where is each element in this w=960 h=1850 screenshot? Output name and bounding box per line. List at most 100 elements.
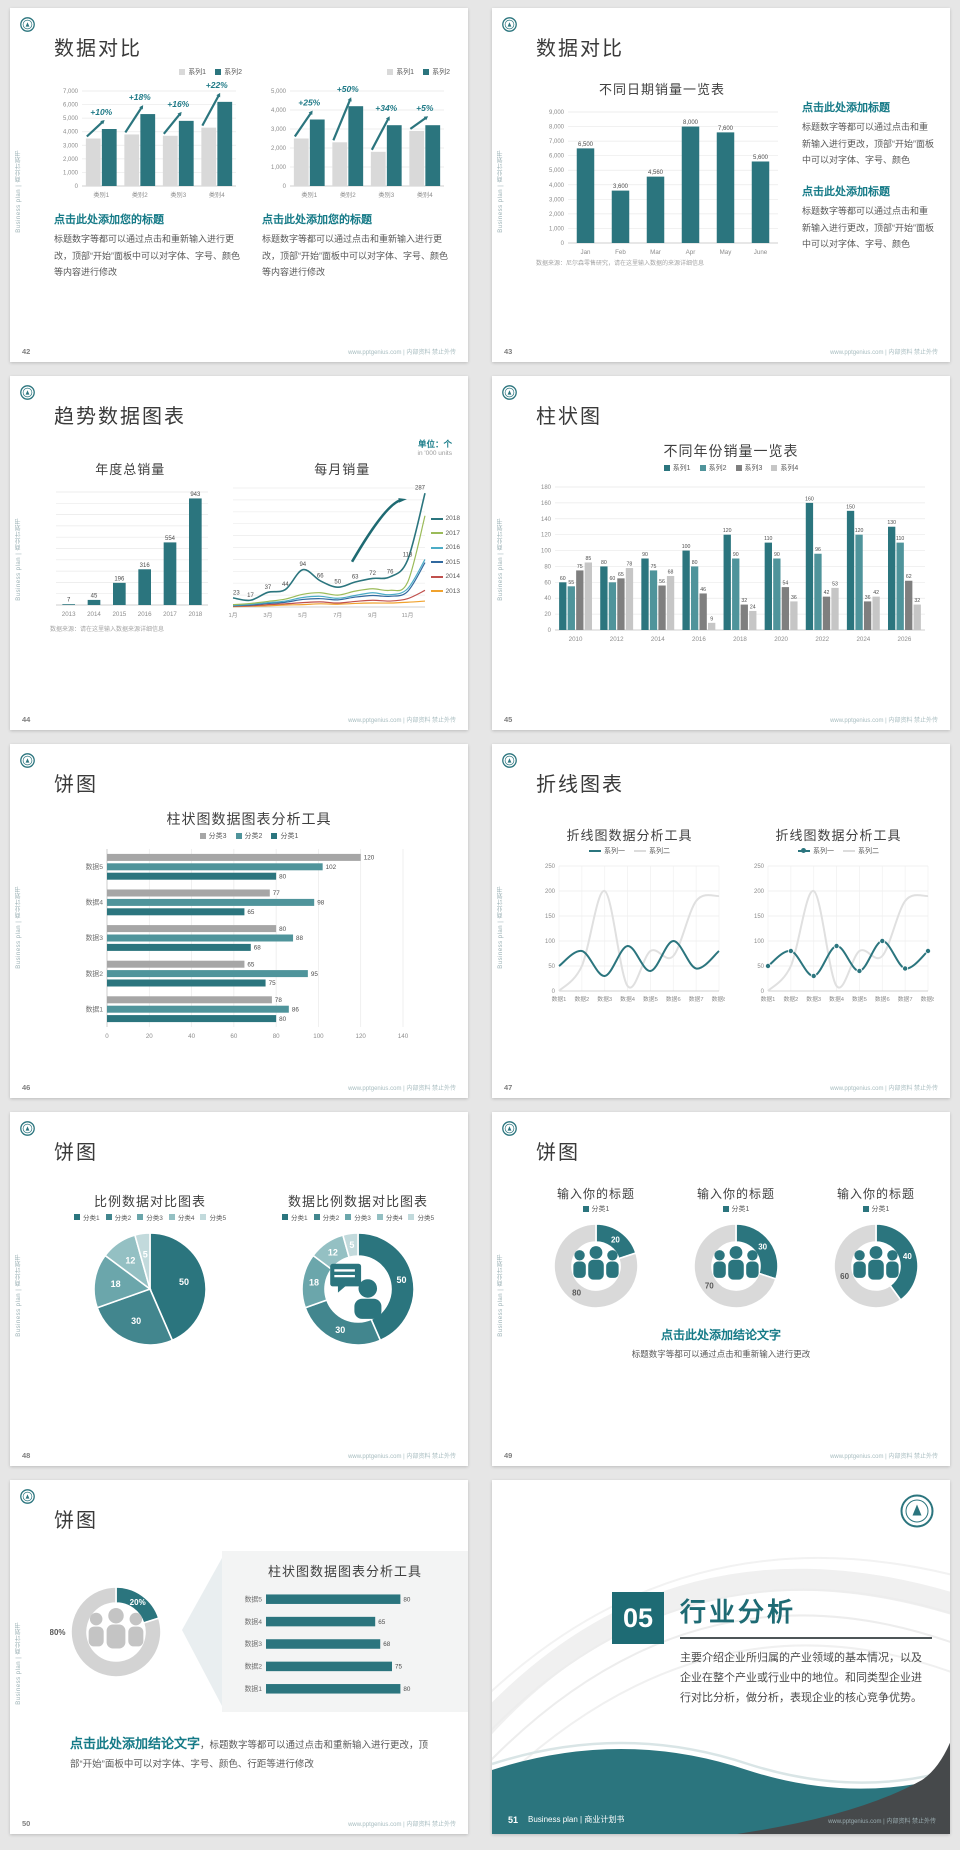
legend-item: 分类1 <box>271 831 298 841</box>
chart-panel: 柱状图数据图表分析工具 数据5 80 数据4 65 数据3 68 数据2 75 数据1 80 <box>222 1551 468 1712</box>
svg-text:数据8: 数据8 <box>920 995 933 1003</box>
slide-42[interactable]: Business plan | 商业计划书 数据对比 系列1 系列2 0 1,000… <box>10 8 468 362</box>
svg-text:1月: 1月 <box>228 612 237 619</box>
svg-text:80: 80 <box>544 564 551 570</box>
barh-chart: 0 20 40 60 80 100 120 140 数据5 120 102 80 数据4 77 98 65 数据… <box>44 843 454 1041</box>
svg-text:5月: 5月 <box>298 612 307 619</box>
sidebar-vertical-text: Business plan | 商业计划书 <box>16 517 22 601</box>
svg-text:2,000: 2,000 <box>63 157 79 163</box>
svg-text:75: 75 <box>269 980 277 987</box>
svg-text:7: 7 <box>67 598 71 604</box>
block-heading: 点击此处添加标题 <box>802 102 890 114</box>
slide-46[interactable]: Business plan | 商业计划书 饼图 柱状图数据图表分析工具 分类3… <box>10 744 468 1098</box>
slide-48[interactable]: Business plan | 商业计划书 饼图 比例数据对比图表 分类1 分类2… <box>10 1112 468 1466</box>
slide-logo-icon <box>20 17 35 32</box>
svg-text:40: 40 <box>903 1252 912 1261</box>
svg-text:数据5: 数据5 <box>86 862 104 871</box>
svg-text:数据4: 数据4 <box>620 995 636 1003</box>
svg-text:5: 5 <box>143 1250 148 1260</box>
slide-49[interactable]: Business plan | 商业计划书 饼图 输入你的标题 分类1 20 80… <box>492 1112 950 1466</box>
svg-text:100: 100 <box>753 939 764 945</box>
svg-text:+5%: +5% <box>416 103 434 113</box>
svg-text:18: 18 <box>309 1277 319 1287</box>
page-number: 51 <box>508 1814 519 1825</box>
sidebar-vertical-text: Business plan | 商业计划书 <box>16 149 22 233</box>
chart-title: 输入你的标题 <box>696 1187 775 1201</box>
svg-text:2022: 2022 <box>815 636 829 643</box>
svg-text:55: 55 <box>568 580 574 586</box>
svg-text:98: 98 <box>317 900 325 907</box>
slide-47[interactable]: Business plan | 商业计划书 折线图表 折线图数据分析工具 系列一… <box>492 744 950 1098</box>
svg-text:50: 50 <box>179 1277 189 1287</box>
svg-text:数据6: 数据6 <box>874 995 889 1003</box>
page-number: 47 <box>504 1083 513 1092</box>
svg-text:类别2: 类别2 <box>340 191 356 199</box>
svg-text:5,000: 5,000 <box>271 89 287 95</box>
page-number: 48 <box>22 1451 31 1460</box>
legend-item: 分类1 <box>582 1204 609 1214</box>
footer-url: www.pptgenius.com | 内部资料 禁止外传 <box>830 350 938 356</box>
svg-text:17: 17 <box>247 593 254 599</box>
footer-url: www.pptgenius.com | 内部资料 禁止外传 <box>348 1454 456 1460</box>
donut-chart: 20 80 <box>530 1216 662 1316</box>
footer-url: www.pptgenius.com | 内部资料 禁止外传 <box>348 718 456 724</box>
svg-text:1,000: 1,000 <box>63 170 79 176</box>
svg-text:77: 77 <box>273 890 281 897</box>
svg-text:250: 250 <box>544 864 555 870</box>
svg-text:102: 102 <box>326 864 337 871</box>
slide-45[interactable]: Business plan | 商业计划书 柱状图 不同年份销量一览表 系列1 系… <box>492 376 950 730</box>
svg-text:2017: 2017 <box>163 611 177 618</box>
legend-item: 系列1 <box>179 67 206 77</box>
svg-text:类别4: 类别4 <box>209 191 225 199</box>
svg-text:50: 50 <box>334 580 341 586</box>
svg-text:2010: 2010 <box>569 636 583 643</box>
page-title: 柱状图 <box>536 406 602 428</box>
svg-text:24: 24 <box>750 604 756 610</box>
svg-text:78: 78 <box>627 562 633 568</box>
slide-51[interactable]: 05 行业分析 主要介绍企业所归属的产业领域的基本情况，以及企业在整个产业或行业… <box>492 1480 950 1834</box>
line-chart: 0 50 100 150 200 250 数据1 数据2 数据3 数据4 数据5 数据6 数据7 数据8 <box>532 858 727 1004</box>
legend-item: 分类2 <box>105 1212 131 1222</box>
svg-text:2012: 2012 <box>610 636 624 643</box>
svg-text:72: 72 <box>369 571 376 577</box>
slide-50[interactable]: Business plan | 商业计划书 饼图 20% 80% 柱状图数据图表分… <box>10 1480 468 1834</box>
slide-logo-icon <box>502 385 517 400</box>
sidebar-vertical-text: Business plan | 商业计划书 <box>16 1253 22 1337</box>
svg-text:2015: 2015 <box>112 611 126 618</box>
svg-text:54: 54 <box>782 581 788 587</box>
legend-item: 系列1 <box>663 463 691 473</box>
svg-text:数据4: 数据4 <box>86 898 104 907</box>
slide-logo-icon <box>20 385 35 400</box>
block-body: 标题数字等都可以通过点击和重新输入进行更改，顶部“开始”面板中可以对字体、字号、… <box>54 234 240 278</box>
svg-text:20: 20 <box>146 1033 153 1040</box>
svg-text:2018: 2018 <box>733 636 747 643</box>
slide-43[interactable]: Business plan | 商业计划书 数据对比 不同日期销量一览表 0 1,… <box>492 8 950 362</box>
svg-text:数据6: 数据6 <box>665 995 680 1003</box>
footer-url: www.pptgenius.com | 内部资料 禁止外传 <box>828 1819 936 1825</box>
legend-item: 系列2 <box>215 67 242 77</box>
chart-legend: 系列一 系列二 <box>532 846 727 856</box>
svg-text:数据4: 数据4 <box>829 995 845 1003</box>
footer-url: www.pptgenius.com | 内部资料 禁止外传 <box>830 718 938 724</box>
svg-text:150: 150 <box>753 914 764 920</box>
svg-text:180: 180 <box>541 485 552 491</box>
slide-44[interactable]: Business plan | 商业计划书 趋势数据图表 单位：个 in '00… <box>10 376 468 730</box>
page-number: 46 <box>22 1083 31 1092</box>
svg-text:数据3: 数据3 <box>806 995 821 1003</box>
svg-text:42: 42 <box>824 590 830 596</box>
chart-title: 比例数据对比图表 <box>93 1194 206 1209</box>
chart-title: 输入你的标题 <box>836 1187 915 1201</box>
page-title: 饼图 <box>54 774 98 796</box>
chart-legend: 分类1 <box>670 1204 802 1214</box>
svg-text:250: 250 <box>753 864 764 870</box>
svg-text:数据8: 数据8 <box>711 995 724 1003</box>
page-title: 折线图表 <box>536 774 624 796</box>
chart-title: 折线图数据分析工具 <box>566 828 693 843</box>
conclusion-body: 标题数字等都可以通过点击和重新输入进行更改 <box>631 1349 811 1359</box>
svg-text:数据3: 数据3 <box>597 995 612 1003</box>
funnel-shape <box>182 1554 222 1710</box>
svg-text:类别3: 类别3 <box>170 191 186 199</box>
svg-text:7,000: 7,000 <box>63 89 79 95</box>
donut-chart: 30 70 <box>670 1216 802 1316</box>
